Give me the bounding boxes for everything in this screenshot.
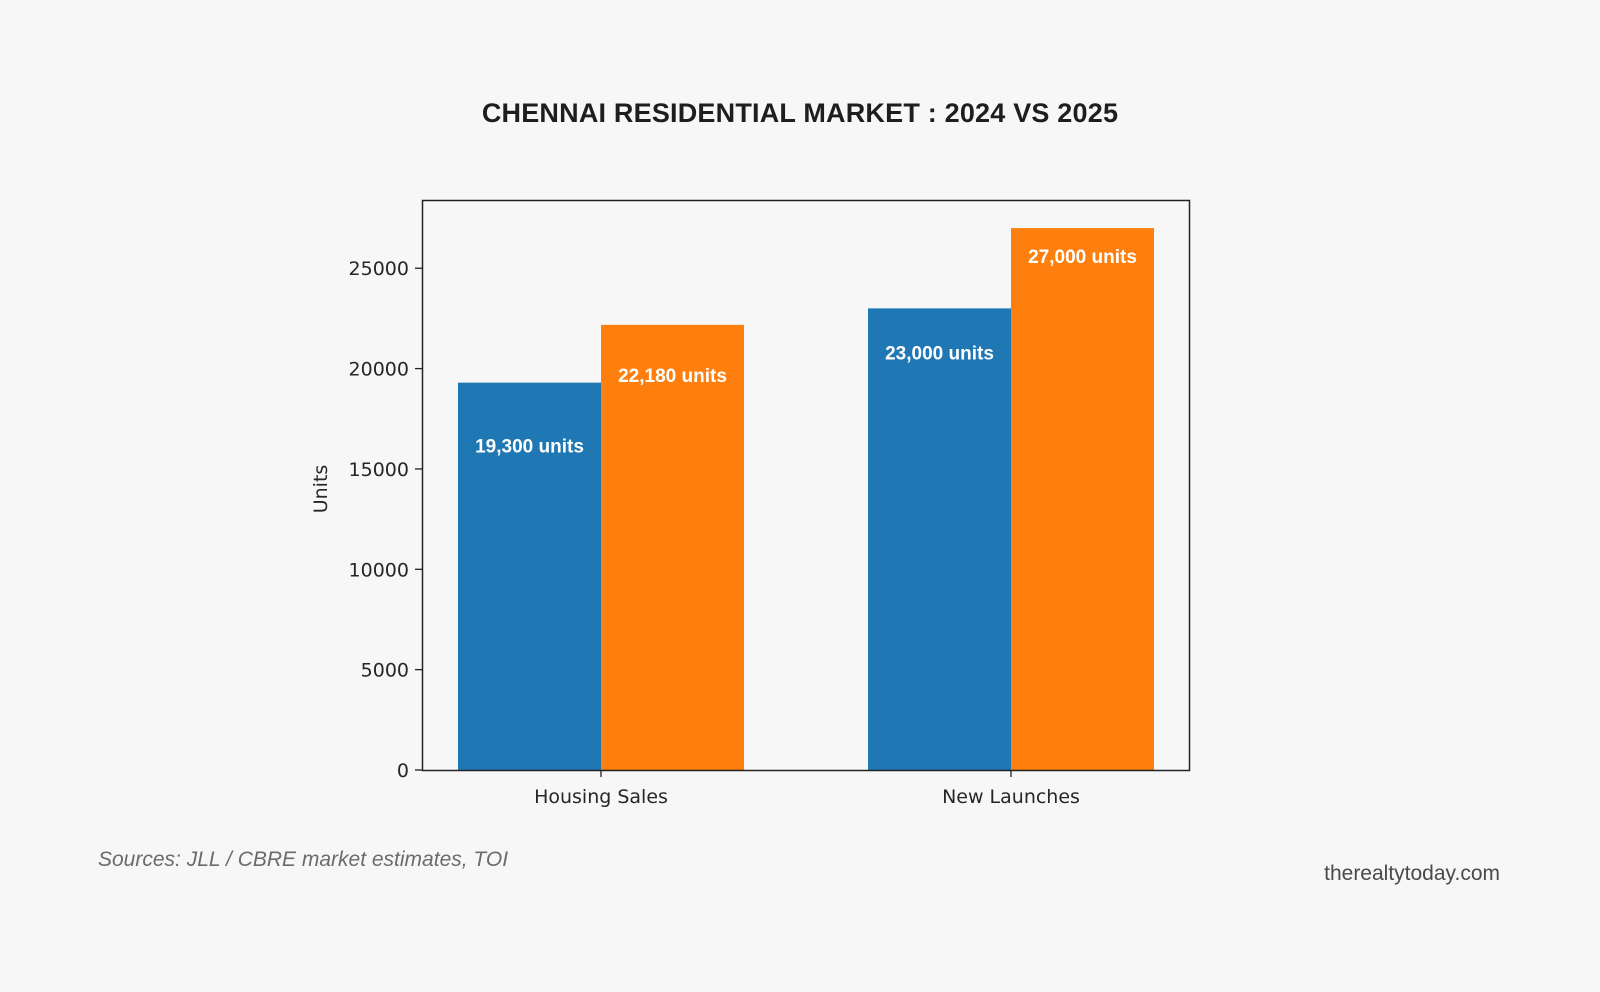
bars-group bbox=[458, 228, 1154, 771]
bar-2024-housing-sales bbox=[458, 382, 601, 770]
x-axis: Housing Sales New Launches bbox=[534, 770, 1080, 808]
y-tick-label: 5000 bbox=[361, 660, 409, 682]
source-note: Sources: JLL / CBRE market estimates, TO… bbox=[98, 848, 509, 871]
site-watermark: therealtytoday.com bbox=[1324, 862, 1500, 885]
bar-2025-new-launches bbox=[1011, 228, 1154, 771]
bar-labels: 19,300 units 22,180 units 23,000 units 27,0… bbox=[475, 247, 1137, 458]
bar-2025-housing-sales bbox=[601, 324, 744, 770]
x-tick-label: New Launches bbox=[942, 786, 1080, 808]
y-axis: 0 5000 10000 15000 20000 25000 bbox=[349, 258, 422, 782]
y-tick-label: 0 bbox=[397, 760, 409, 782]
bar-value-label: 22,180 units bbox=[618, 366, 727, 387]
chart-title: CHENNAI RESIDENTIAL MARKET : 2024 VS 202… bbox=[481, 98, 1119, 128]
bar-value-label: 19,300 units bbox=[475, 437, 584, 458]
y-tick-label: 10000 bbox=[349, 559, 409, 581]
bar-value-label: 27,000 units bbox=[1028, 247, 1137, 268]
bar-2024-new-launches bbox=[868, 308, 1011, 770]
y-axis-label: Units bbox=[310, 465, 332, 514]
bar-value-label: 23,000 units bbox=[885, 343, 994, 364]
y-tick-label: 25000 bbox=[349, 258, 409, 280]
x-tick-label: Housing Sales bbox=[534, 786, 668, 808]
y-tick-label: 20000 bbox=[349, 359, 409, 381]
axes-frame bbox=[421, 199, 1191, 772]
y-tick-label: 15000 bbox=[349, 459, 409, 481]
